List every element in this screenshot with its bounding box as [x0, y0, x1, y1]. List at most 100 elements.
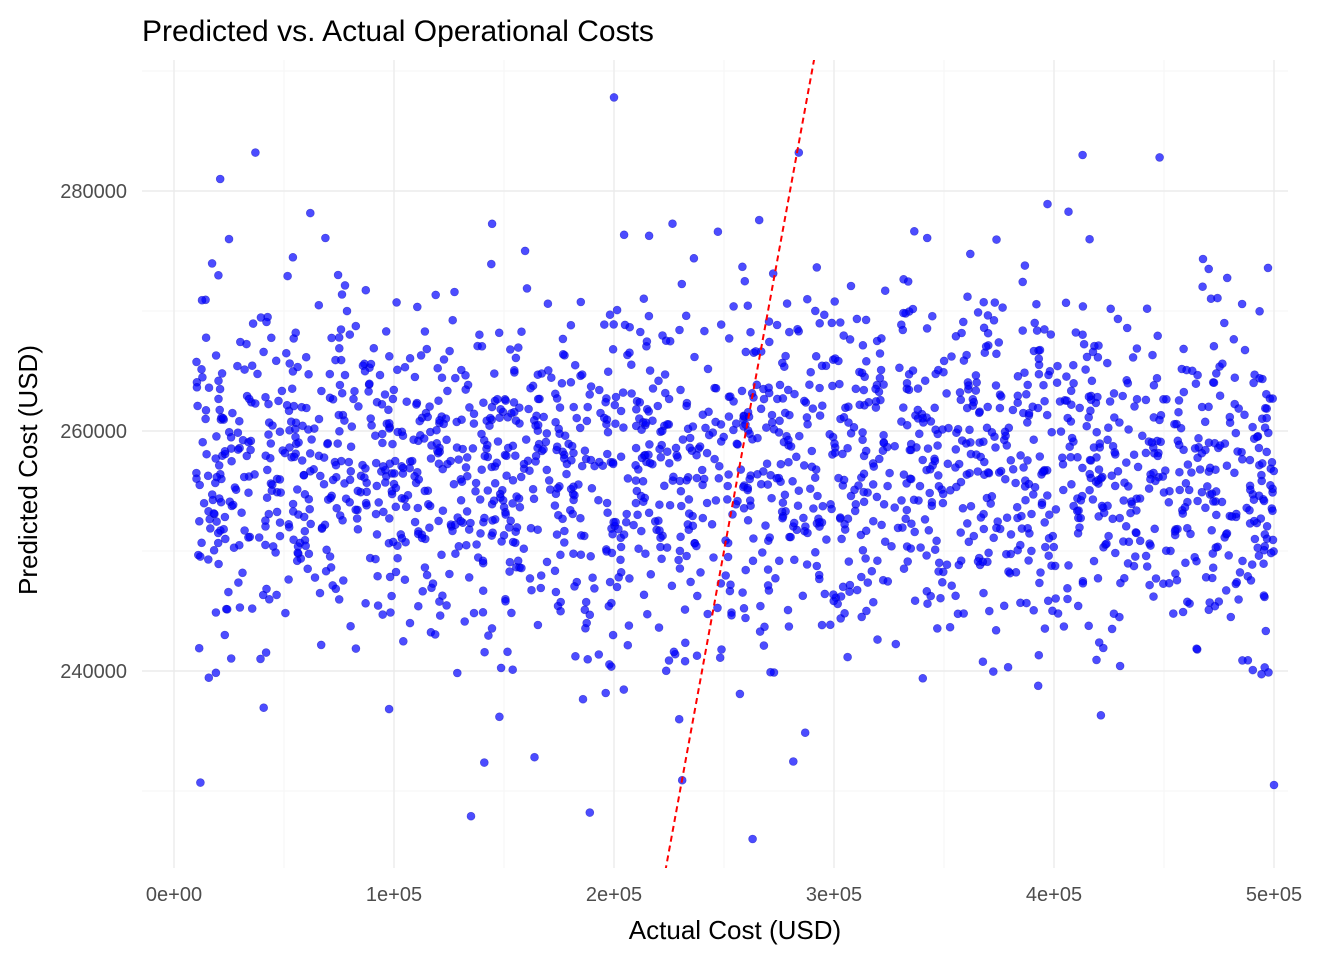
data-point	[266, 333, 276, 343]
data-point	[713, 603, 722, 613]
data-point	[442, 435, 451, 445]
data-point	[625, 574, 634, 583]
data-point	[202, 449, 211, 459]
data-point	[415, 416, 425, 426]
data-point	[916, 543, 925, 552]
data-point	[938, 498, 948, 508]
data-point	[1232, 577, 1242, 587]
data-point	[198, 372, 207, 382]
data-point	[385, 572, 395, 582]
data-point	[445, 346, 454, 356]
data-point	[316, 640, 326, 650]
data-point	[469, 409, 479, 419]
data-point	[1123, 559, 1133, 568]
data-point	[672, 450, 682, 460]
data-point	[450, 287, 459, 297]
data-point	[371, 458, 381, 468]
data-point	[1212, 369, 1221, 378]
data-point	[957, 328, 966, 338]
data-point	[664, 656, 674, 665]
data-point	[1155, 153, 1164, 162]
data-point	[599, 320, 609, 329]
data-point	[362, 487, 372, 497]
data-point	[815, 383, 824, 393]
data-point	[384, 405, 393, 415]
data-point	[576, 550, 586, 560]
data-point	[794, 486, 804, 496]
data-point	[991, 381, 1001, 390]
data-point	[1132, 344, 1142, 353]
data-point	[827, 504, 836, 514]
data-point	[861, 526, 871, 536]
data-point	[488, 528, 498, 538]
data-point	[834, 473, 843, 483]
data-point	[805, 484, 815, 494]
data-point	[581, 597, 591, 607]
data-point	[477, 465, 487, 475]
data-point	[871, 403, 881, 412]
data-point	[558, 514, 567, 524]
data-point	[810, 473, 820, 483]
data-point	[619, 685, 629, 694]
data-point	[778, 498, 788, 508]
data-point	[625, 348, 634, 358]
data-point	[837, 534, 846, 544]
data-point	[774, 556, 784, 566]
data-point	[633, 510, 642, 520]
data-point	[738, 588, 747, 597]
data-point	[288, 507, 298, 516]
data-point	[583, 402, 593, 412]
data-point	[588, 573, 597, 583]
data-point	[433, 363, 443, 373]
data-point	[1069, 378, 1078, 388]
data-point	[726, 580, 735, 590]
data-point	[590, 584, 599, 593]
data-point	[1204, 264, 1213, 274]
data-point	[392, 365, 402, 375]
data-point	[1064, 207, 1073, 216]
data-point	[228, 500, 238, 510]
data-point	[289, 535, 298, 545]
data-point	[388, 394, 398, 404]
data-point	[1248, 422, 1257, 432]
data-point	[1056, 427, 1066, 436]
data-point	[1268, 535, 1278, 545]
data-point	[858, 545, 868, 555]
data-point	[820, 589, 830, 599]
data-point	[471, 486, 480, 496]
data-point	[1198, 254, 1208, 264]
data-point	[1108, 441, 1118, 451]
data-point	[405, 353, 415, 363]
data-point	[641, 418, 651, 428]
data-point	[240, 365, 249, 374]
data-point	[1110, 481, 1120, 491]
data-point	[942, 389, 951, 398]
data-point	[648, 384, 658, 393]
data-point	[551, 587, 561, 597]
data-point	[261, 516, 270, 525]
data-point	[292, 556, 302, 566]
data-point	[361, 285, 371, 295]
data-point	[528, 484, 538, 494]
data-point	[220, 512, 230, 522]
data-point	[1130, 402, 1139, 411]
data-point	[685, 433, 695, 443]
data-point	[305, 504, 315, 514]
data-point	[511, 416, 521, 425]
data-point	[1138, 431, 1147, 441]
data-point	[420, 563, 430, 572]
data-point	[576, 297, 586, 307]
data-point	[483, 486, 493, 495]
data-point	[407, 456, 417, 466]
data-point	[852, 314, 862, 324]
data-point	[508, 475, 518, 485]
data-point	[918, 455, 928, 465]
data-point	[835, 318, 845, 327]
data-point	[781, 351, 790, 361]
data-point	[238, 568, 247, 578]
data-point	[1187, 468, 1196, 477]
data-point	[1084, 392, 1094, 402]
data-point	[1082, 421, 1091, 431]
data-point	[669, 472, 678, 482]
data-point	[1029, 605, 1038, 615]
